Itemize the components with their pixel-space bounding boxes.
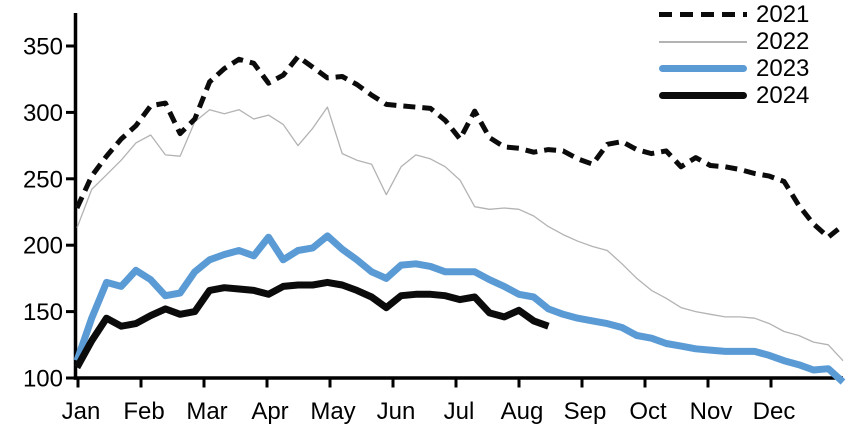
x-tick-label-jun: Jun [377, 398, 416, 425]
legend-swatch-blue-line [659, 65, 747, 72]
x-tick-label-jul: Jul [444, 398, 475, 425]
x-tick-label-jan: Jan [62, 398, 101, 425]
x-tick-label-may: May [310, 398, 355, 425]
legend-item-2023: 2023 [659, 55, 809, 82]
x-tick-label-sep: Sep [564, 398, 607, 425]
legend-label: 2023 [756, 54, 810, 82]
series-line-2021 [74, 54, 845, 240]
x-tick-label-oct: Oct [629, 398, 667, 425]
legend-label: 2024 [756, 81, 810, 109]
x-tick-label-apr: Apr [251, 398, 288, 425]
y-tick-label-200: 200 [23, 233, 63, 260]
series-line-2023 [73, 232, 846, 385]
legend-swatch-black-line [659, 92, 747, 99]
x-tick-label-mar: Mar [186, 398, 227, 425]
x-tick-label-aug: Aug [501, 398, 544, 425]
legend-label: 2021 [756, 0, 810, 28]
legend-swatch-gray-line [659, 40, 747, 43]
y-tick-label-350: 350 [23, 34, 63, 61]
x-tick-label-feb: Feb [123, 398, 164, 425]
legend-label: 2022 [756, 27, 810, 55]
y-tick-label-250: 250 [23, 166, 63, 193]
series-line-2024 [73, 278, 550, 370]
legend-item-2024: 2024 [659, 82, 809, 109]
legend-swatch-dashed-line [659, 12, 747, 17]
y-tick-label-150: 150 [23, 299, 63, 326]
y-tick-label-100: 100 [23, 366, 63, 393]
x-tick-label-dec: Dec [753, 398, 796, 425]
legend-item-2022: 2022 [659, 28, 809, 55]
series-line-2022 [76, 106, 844, 362]
x-tick-label-nov: Nov [690, 398, 733, 425]
chart-legend: 2021 2022 2023 2024 [659, 1, 809, 109]
y-tick-label-300: 300 [23, 100, 63, 127]
legend-item-2021: 2021 [659, 1, 809, 28]
